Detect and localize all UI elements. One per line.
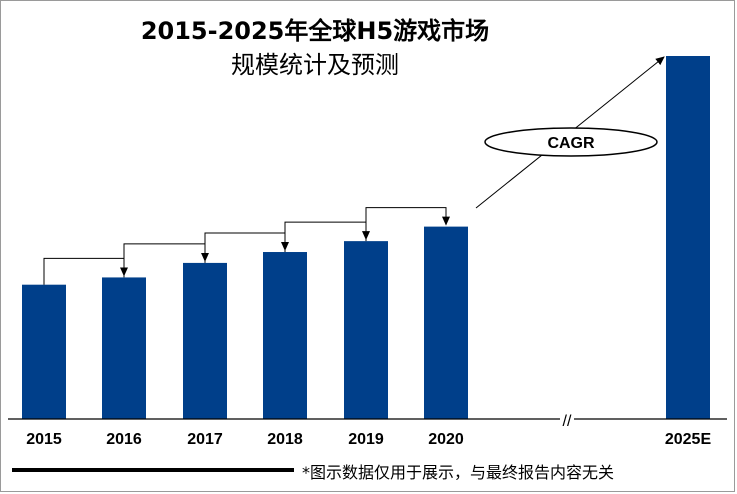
bar-2025E	[666, 56, 710, 419]
cagr-ellipse	[484, 127, 658, 157]
axis-break: //	[560, 412, 574, 430]
bar-2020	[424, 226, 468, 419]
x-tick-label: 2019	[348, 431, 384, 448]
bar-2016	[102, 277, 146, 419]
chart-title: 2015-2025年全球H5游戏市场 规模统计及预测	[120, 14, 510, 82]
bar-2018	[263, 252, 307, 419]
chart-title-line1: 2015-2025年全球H5游戏市场	[140, 17, 490, 45]
axis-break-mark: //	[563, 413, 572, 430]
growth-connector-arrow	[365, 207, 450, 242]
x-tick-label: 2016	[106, 431, 142, 448]
x-tick-label: 2025E	[665, 431, 712, 448]
cagr-label: CAGR	[547, 135, 595, 152]
x-tick-label: 2017	[187, 431, 223, 448]
bar-2019	[344, 241, 388, 419]
chart-title-line2: 规模统计及预测	[231, 51, 399, 79]
bar-2015	[22, 284, 66, 419]
x-tick-label: 2015	[26, 431, 62, 448]
footer-divider	[12, 468, 294, 472]
x-tick-label: 2020	[428, 431, 464, 448]
bar-2017	[183, 262, 227, 419]
footer-note: *图示数据仅用于展示，与最终报告内容无关	[302, 463, 615, 482]
x-tick-label: 2018	[267, 431, 303, 448]
